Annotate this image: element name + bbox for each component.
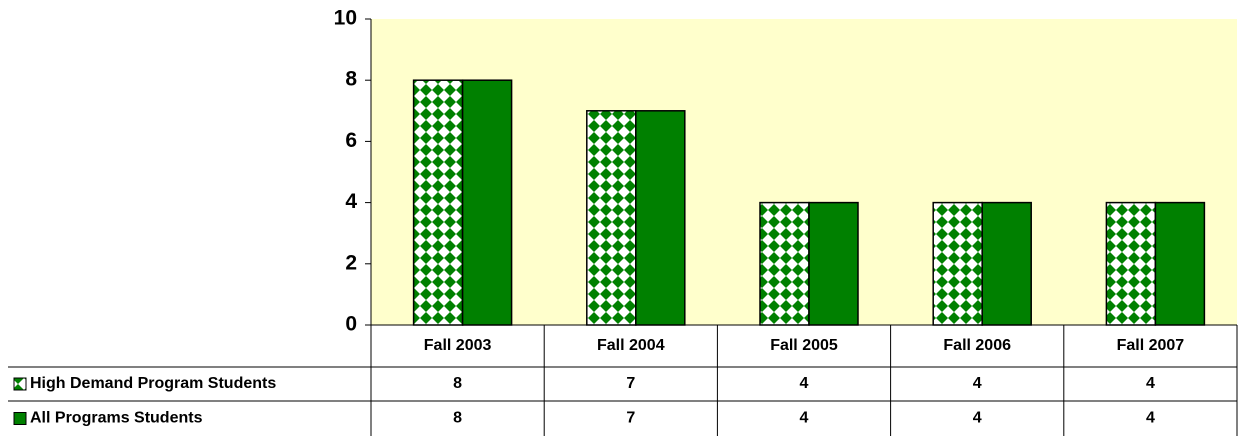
y-tick-label: 8 bbox=[345, 68, 357, 91]
bar bbox=[932, 201, 983, 326]
legend-label: High Demand Program Students bbox=[30, 375, 276, 392]
bar bbox=[635, 110, 686, 326]
y-tick-label: 10 bbox=[334, 7, 357, 30]
table-value: 8 bbox=[453, 375, 462, 392]
legend-label: All Programs Students bbox=[30, 410, 203, 427]
y-tick-label: 2 bbox=[345, 251, 357, 274]
x-tick-label: Fall 2006 bbox=[943, 337, 1011, 354]
y-tick-label: 0 bbox=[345, 313, 357, 336]
x-tick-label: Fall 2007 bbox=[1117, 337, 1185, 354]
bar bbox=[1105, 201, 1157, 326]
x-tick-label: Fall 2004 bbox=[597, 337, 665, 354]
bar bbox=[808, 201, 859, 326]
bar bbox=[412, 79, 464, 326]
bar bbox=[981, 201, 1032, 326]
x-tick-label: Fall 2003 bbox=[424, 337, 492, 354]
legend-swatch bbox=[13, 377, 27, 391]
table-value: 7 bbox=[626, 410, 635, 427]
legend-swatch bbox=[13, 412, 27, 425]
table-value: 8 bbox=[453, 410, 462, 427]
y-tick-label: 4 bbox=[345, 190, 357, 213]
bar bbox=[586, 110, 637, 326]
x-tick-label: Fall 2005 bbox=[770, 337, 838, 354]
bar bbox=[1154, 201, 1206, 326]
table-value: 7 bbox=[626, 375, 635, 392]
table-value: 4 bbox=[1146, 375, 1155, 392]
table-value: 4 bbox=[1146, 410, 1155, 427]
table-value: 4 bbox=[973, 410, 982, 427]
table-value: 4 bbox=[800, 375, 809, 392]
bar bbox=[759, 201, 810, 326]
table-value: 4 bbox=[800, 410, 809, 427]
bar bbox=[461, 79, 513, 326]
table-value: 4 bbox=[973, 375, 982, 392]
y-tick-label: 6 bbox=[345, 129, 357, 152]
